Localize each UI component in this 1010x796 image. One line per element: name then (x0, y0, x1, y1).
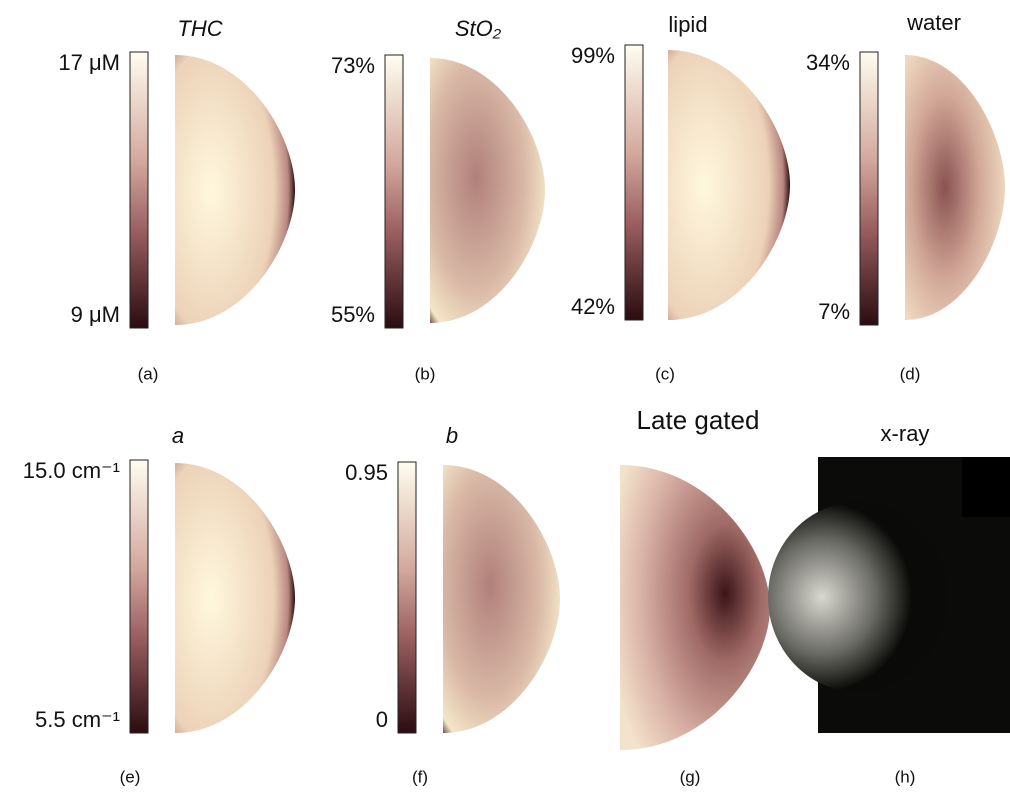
panel-caption: (b) (415, 364, 436, 383)
map-image (668, 50, 790, 320)
colorbar-min: 55% (331, 302, 375, 327)
panel-caption: (g) (680, 767, 701, 786)
panel-title: b (446, 423, 458, 448)
colorbar-max: 34% (806, 50, 850, 75)
map-image (905, 55, 1005, 320)
colorbar-min: 0 (376, 707, 388, 732)
map-image (175, 463, 295, 733)
colorbar-min: 42% (571, 294, 615, 319)
colorbar-max: 73% (331, 53, 375, 78)
map-image (175, 55, 295, 325)
colorbar (860, 52, 878, 325)
colorbar (398, 462, 416, 733)
panel-title: lipid (668, 12, 707, 37)
colorbar (130, 52, 148, 328)
panel-caption: (a) (138, 364, 159, 383)
panel-title: StO₂ (455, 16, 502, 41)
colorbar-max: 0.95 (345, 460, 388, 485)
colorbar (385, 55, 403, 328)
panel-caption: (c) (655, 364, 675, 383)
colorbar-max: 15.0 cm⁻¹ (23, 458, 120, 483)
panel-title: Late gated (637, 405, 760, 435)
panel-caption: (d) (900, 364, 921, 383)
colorbar (625, 45, 643, 320)
panel-title: a (172, 423, 184, 448)
map-image (620, 465, 770, 750)
xray-corner (962, 457, 1010, 517)
panel-title: x-ray (881, 421, 930, 446)
colorbar (130, 460, 148, 733)
xray-breast (768, 502, 948, 692)
panel-caption: (e) (120, 767, 141, 786)
colorbar-max: 99% (571, 43, 615, 68)
panel-caption: (h) (895, 767, 916, 786)
colorbar-max: 17 μM (58, 50, 120, 75)
colorbar-min: 5.5 cm⁻¹ (35, 707, 120, 732)
map-image (443, 465, 560, 733)
figure: 17 μM 9 μM THC (a) 73% 55% StO₂ (b) 99% 42% lipid (… (0, 0, 1010, 791)
panel-caption: (f) (412, 767, 428, 786)
colorbar-min: 9 μM (71, 302, 120, 327)
map-image (430, 58, 545, 323)
colorbar-min: 7% (818, 299, 850, 324)
panel-title: water (906, 10, 961, 35)
panel-title: THC (177, 16, 222, 41)
